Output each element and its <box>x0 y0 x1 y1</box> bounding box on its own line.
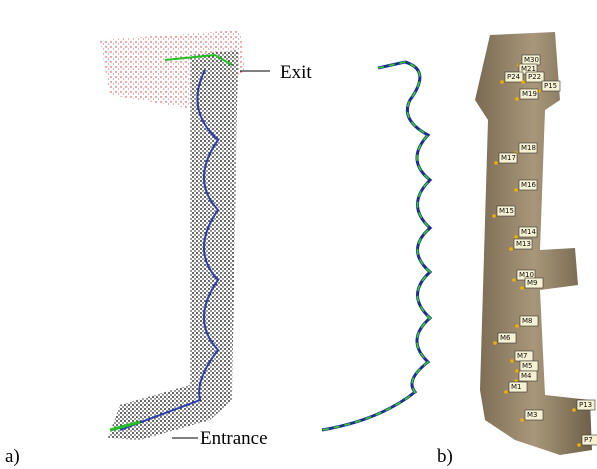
marker-label: M13 <box>516 240 531 248</box>
marker-label: P7 <box>584 436 593 444</box>
marker-label: M9 <box>527 279 538 287</box>
marker-label: M8 <box>522 317 533 325</box>
marker-label: M1 <box>511 383 522 391</box>
marker-dot <box>500 80 504 84</box>
black-points <box>108 50 238 440</box>
marker-label: M16 <box>521 181 536 189</box>
marker-label: M3 <box>527 411 538 419</box>
marker-dot <box>515 97 519 101</box>
marker-label: P15 <box>544 82 557 90</box>
marker-label: P24 <box>507 73 521 81</box>
marker-dot <box>515 324 519 328</box>
marker-label: P22 <box>528 73 541 81</box>
marker-label: M5 <box>522 362 533 370</box>
marker-dot <box>515 369 519 373</box>
marker-label: M18 <box>521 144 536 152</box>
marker-label: M4 <box>521 372 532 380</box>
marker-dot <box>504 390 508 394</box>
marker-dot <box>577 443 581 447</box>
marker-label: M30 <box>524 56 539 64</box>
marker-label: P13 <box>579 401 592 409</box>
marker-dot <box>512 278 516 282</box>
marker-dot <box>493 341 497 345</box>
marker-dot <box>520 418 524 422</box>
marker-dot <box>520 286 524 290</box>
marker-dot <box>492 214 496 218</box>
spiral-path <box>322 62 430 430</box>
panel-b-label: b) <box>437 446 453 467</box>
marker-dot <box>509 247 513 251</box>
marker-label: M15 <box>499 207 514 215</box>
panel-a-label: a) <box>5 446 20 467</box>
marker-label: M7 <box>517 352 528 360</box>
marker-label: M19 <box>522 90 537 98</box>
spiral: b) <box>322 62 453 467</box>
marker-dot <box>521 80 525 84</box>
marker-label: M17 <box>501 154 516 162</box>
marker-label: M6 <box>500 334 511 342</box>
entrance-label: Entrance <box>200 428 268 449</box>
marker-dot <box>572 408 576 412</box>
marker-dot <box>494 161 498 165</box>
figure: Exit Entrance a) b) M30M21P24P22P15M19M1… <box>0 0 597 469</box>
marker-dot <box>514 235 518 239</box>
point-cloud: Exit Entrance a) <box>5 30 312 467</box>
exit-label: Exit <box>280 62 312 83</box>
marker-label: M14 <box>521 228 536 236</box>
marker-dot <box>514 188 518 192</box>
marker-dot <box>510 359 514 363</box>
